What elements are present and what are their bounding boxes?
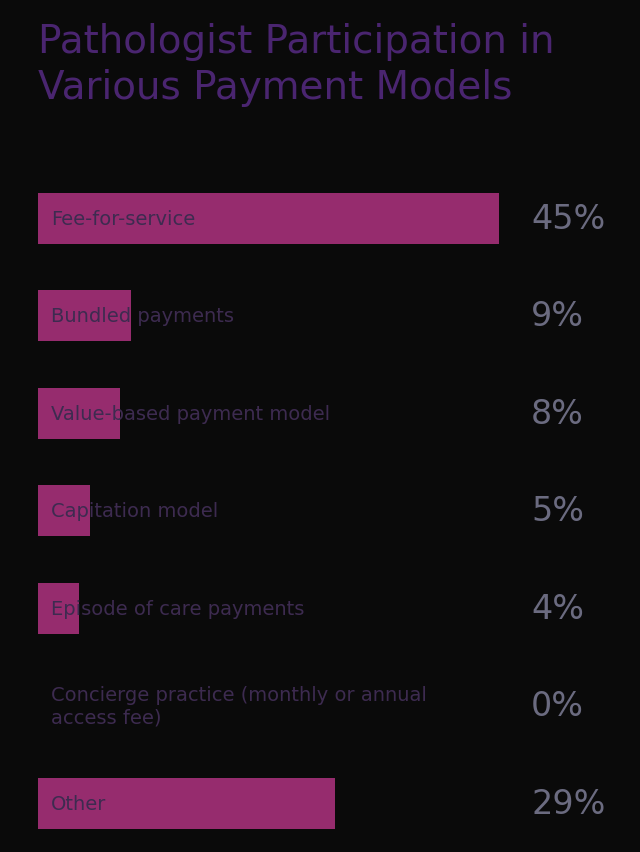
Text: 4%: 4%	[531, 592, 584, 625]
Bar	[38, 389, 120, 439]
Text: Episode of care payments: Episode of care payments	[51, 599, 305, 618]
Text: Fee-for-service: Fee-for-service	[51, 210, 195, 228]
Bar	[38, 584, 79, 634]
Text: 5%: 5%	[531, 495, 584, 527]
Text: Other: Other	[51, 794, 107, 813]
Text: Concierge practice (monthly or annual
access fee): Concierge practice (monthly or annual ac…	[51, 686, 427, 727]
Text: 9%: 9%	[531, 300, 584, 333]
Text: 8%: 8%	[531, 397, 584, 430]
Text: Bundled payments: Bundled payments	[51, 307, 234, 326]
Bar	[38, 291, 131, 342]
Text: 29%: 29%	[531, 787, 605, 820]
Text: 45%: 45%	[531, 203, 605, 235]
Text: 0%: 0%	[531, 689, 584, 722]
Bar	[38, 486, 90, 537]
Bar	[38, 193, 499, 245]
Text: Value-based payment model: Value-based payment model	[51, 405, 330, 423]
Text: Pathologist Participation in
Various Payment Models: Pathologist Participation in Various Pay…	[38, 23, 555, 107]
Bar	[38, 778, 335, 829]
Text: Capitation model: Capitation model	[51, 502, 218, 521]
